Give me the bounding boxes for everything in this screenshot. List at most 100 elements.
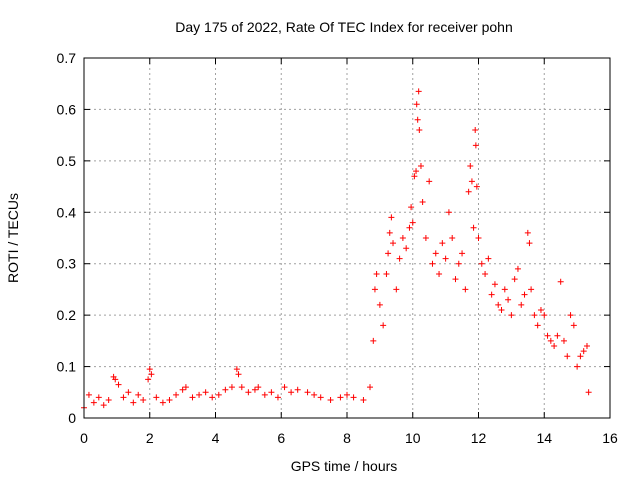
data-point: [472, 127, 479, 133]
data-point: [426, 178, 433, 185]
data-point: [583, 343, 590, 349]
x-tick-label: 2: [146, 430, 154, 446]
data-point: [419, 199, 426, 205]
data-point: [245, 389, 252, 396]
data-point: [317, 394, 324, 401]
data-point: [396, 255, 403, 262]
data-point: [574, 363, 581, 370]
data-point: [288, 389, 295, 396]
y-tick-label: 0.2: [57, 307, 77, 323]
data-point: [135, 391, 142, 398]
data-point: [145, 376, 152, 383]
data-point: [570, 322, 577, 329]
data-point: [140, 397, 147, 403]
data-point: [547, 337, 554, 344]
data-point: [146, 366, 153, 373]
data-point: [491, 281, 498, 288]
data-point: [557, 278, 564, 285]
data-point: [115, 381, 122, 388]
x-tick-label: 16: [602, 430, 618, 446]
data-point: [100, 402, 107, 409]
data-point: [85, 391, 92, 398]
data-point: [541, 312, 548, 319]
y-tick-label: 0.5: [57, 153, 77, 169]
data-point: [468, 178, 475, 185]
x-tick-label: 6: [277, 430, 285, 446]
data-point: [485, 255, 492, 262]
data-point: [385, 250, 392, 257]
data-point: [408, 204, 415, 211]
data-point: [399, 235, 406, 241]
data-point: [459, 250, 466, 257]
data-point: [436, 271, 443, 277]
data-point: [327, 397, 334, 403]
data-point: [235, 371, 242, 378]
data-point: [560, 337, 567, 344]
data-point: [413, 168, 420, 175]
data-point: [130, 399, 137, 406]
x-tick-label: 0: [80, 430, 88, 446]
y-tick-label: 0.4: [57, 204, 77, 220]
data-point: [580, 348, 587, 355]
x-axis-label: GPS time / hours: [291, 458, 398, 474]
data-point: [455, 260, 462, 267]
data-point: [452, 276, 459, 283]
x-tick-label: 12: [471, 430, 487, 446]
data-point: [475, 235, 482, 241]
data-point: [360, 397, 367, 403]
y-tick-label: 0.7: [57, 50, 77, 66]
data-point: [390, 240, 397, 247]
data-point: [337, 394, 344, 401]
x-tick-label: 4: [212, 430, 220, 446]
data-point: [373, 271, 380, 277]
data-point: [388, 214, 395, 221]
data-point: [472, 142, 479, 149]
y-tick-labels: 0 0.1 0.2 0.3 0.4 0.5 0.6 0.7: [57, 50, 77, 426]
data-point: [90, 399, 97, 406]
data-point: [445, 209, 452, 216]
data-point: [465, 188, 472, 195]
data-point: [350, 394, 357, 401]
data-point: [166, 397, 173, 403]
data-point: [148, 371, 155, 378]
data-point: [564, 353, 571, 360]
data-point: [274, 394, 281, 401]
data-point: [462, 286, 469, 293]
data-point: [403, 245, 410, 252]
data-point: [537, 307, 544, 313]
y-tick-label: 0.3: [57, 256, 77, 272]
data-point: [386, 229, 393, 236]
data-point: [554, 332, 561, 339]
data-point: [179, 386, 186, 393]
data-point: [526, 240, 533, 247]
data-point: [524, 229, 531, 236]
data-point: [371, 286, 378, 293]
data-point: [544, 332, 551, 339]
data-point: [495, 301, 502, 308]
data-point: [228, 384, 235, 391]
data-point: [281, 384, 288, 391]
data-point: [261, 391, 268, 398]
data-point: [153, 394, 160, 401]
data-point: [202, 389, 209, 396]
data-point: [488, 291, 495, 298]
data-point: [567, 312, 574, 319]
data-point: [432, 250, 439, 257]
data-point: [304, 389, 311, 396]
data-point: [112, 376, 119, 383]
data-point: [251, 386, 258, 393]
x-tick-label: 10: [405, 430, 421, 446]
data-point: [311, 391, 318, 398]
data-point: [268, 389, 275, 396]
axis-ticks: [83, 57, 611, 419]
data-point: [511, 276, 518, 283]
y-tick-label: 0.1: [57, 359, 77, 375]
data-point: [120, 394, 127, 401]
data-point: [467, 163, 474, 169]
y-axis-label: ROTI / TECUs: [5, 193, 21, 283]
data-point: [233, 366, 240, 373]
data-point: [125, 389, 132, 396]
data-point: [383, 271, 390, 277]
data-point: [105, 397, 112, 403]
